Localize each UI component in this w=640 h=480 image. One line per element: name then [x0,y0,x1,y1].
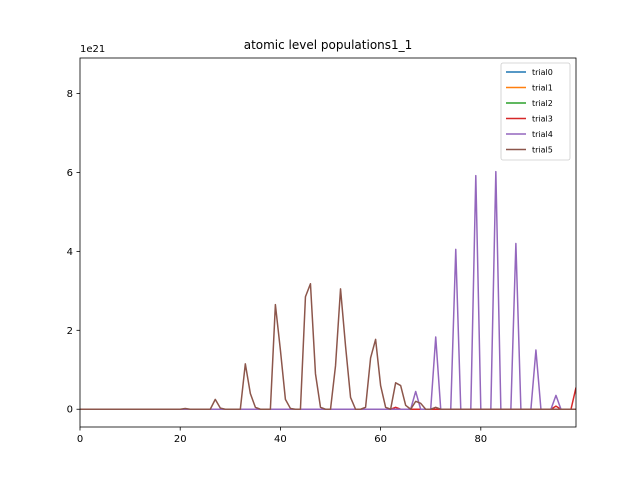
y-tick-label: 8 [67,89,73,100]
x-tick-label: 60 [374,434,387,445]
chart-title: atomic level populations1_1 [244,38,413,52]
x-tick-label: 20 [174,434,187,445]
legend: trial0 trial1 trial2 trial3 trial4 trial5 [500,62,571,161]
series-line-trial3 [80,387,576,410]
y-tick-label: 4 [67,247,73,258]
plot-frame [79,57,577,428]
plot-lines [80,170,576,410]
series-line-trial5 [80,282,576,410]
series-line-trial4 [80,170,576,410]
legend-label-trial3: trial3 [532,115,553,124]
x-axis: 0 20 40 60 80 [77,427,487,445]
legend-label-trial0: trial0 [532,68,553,77]
legend-label-trial2: trial2 [532,99,553,108]
x-tick-label: 40 [274,434,287,445]
legend-label-trial4: trial4 [532,130,553,139]
legend-label-trial5: trial5 [532,146,553,155]
x-tick-label: 0 [77,434,83,445]
y-axis: 0 2 4 6 8 [67,89,80,416]
legend-label-trial1: trial1 [532,84,553,93]
y-tick-label: 2 [67,326,73,337]
x-tick-label: 80 [474,434,487,445]
y-tick-label: 0 [67,405,73,416]
y-tick-label: 6 [67,168,73,179]
y-offset-text: 1e21 [80,44,105,55]
